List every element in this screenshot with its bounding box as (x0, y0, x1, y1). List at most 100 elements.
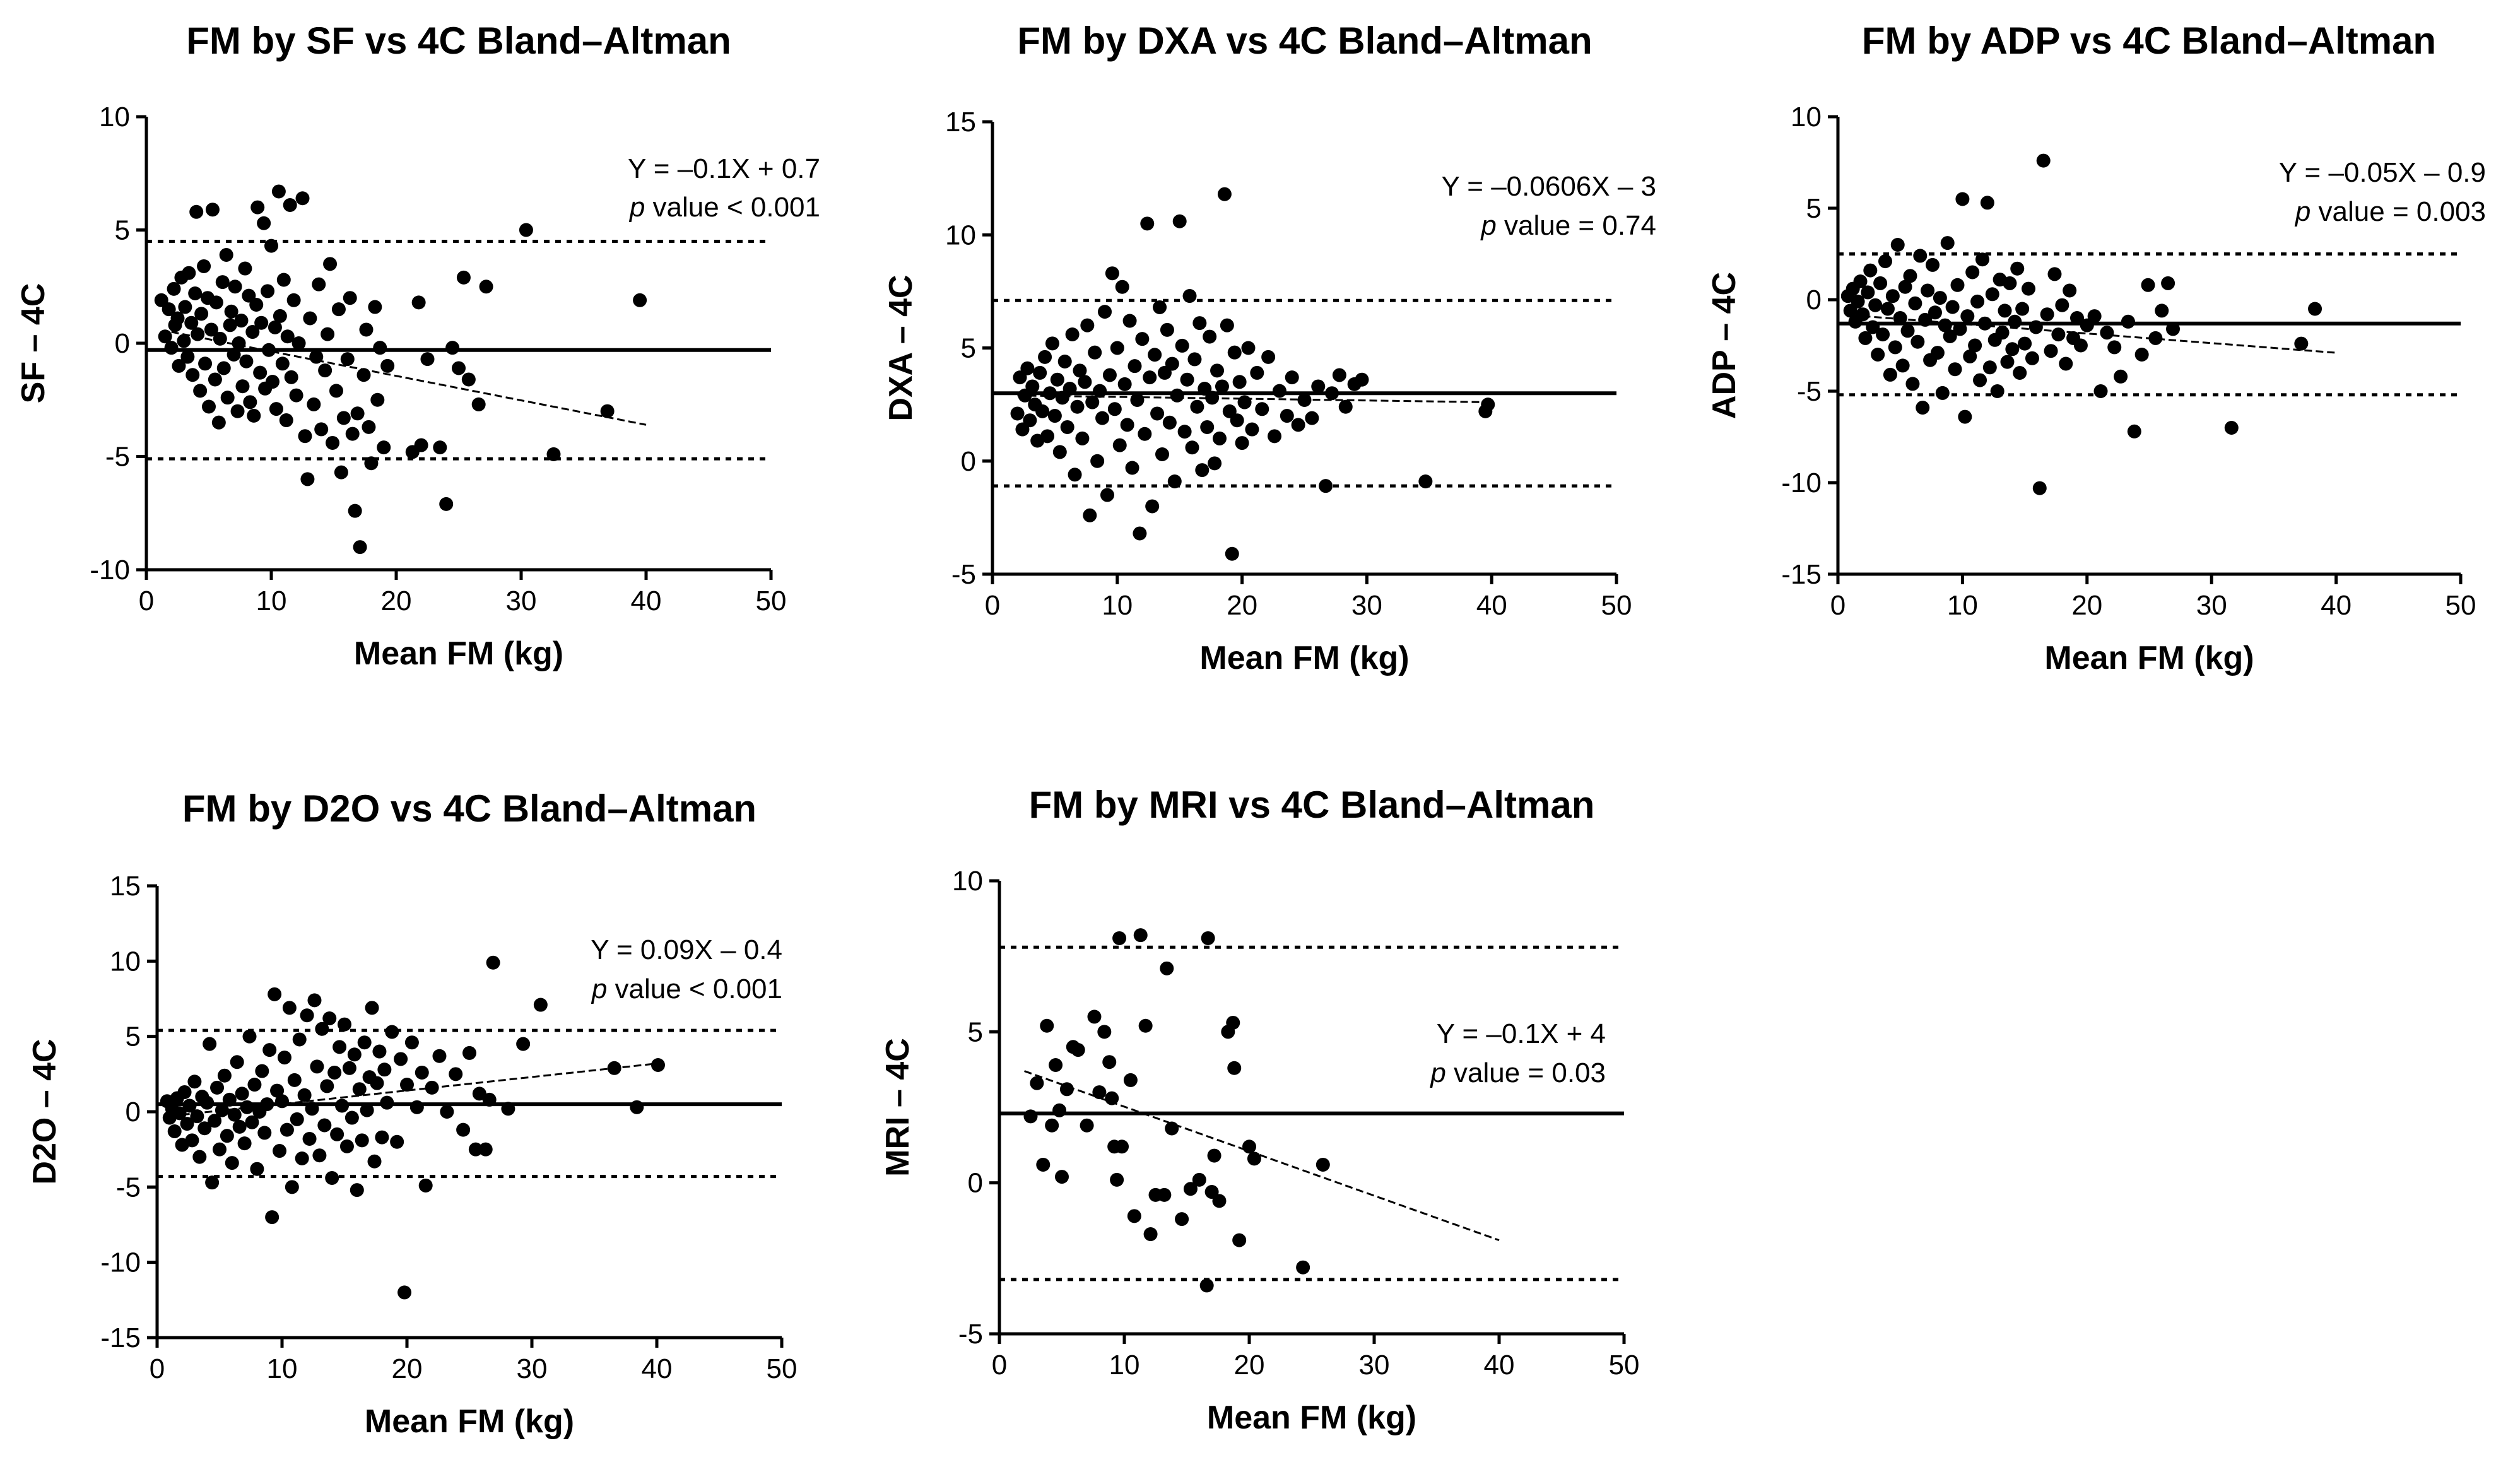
data-point (1075, 431, 1090, 445)
data-point (1172, 214, 1187, 228)
data-point (1199, 1278, 1214, 1293)
y-tick-label: -10 (1781, 468, 1822, 498)
data-point (1010, 406, 1025, 421)
data-point (2010, 261, 2025, 276)
data-point (205, 203, 220, 217)
data-point (323, 257, 338, 271)
y-tick-label: -15 (1781, 559, 1822, 590)
data-point (1157, 1187, 1172, 1202)
data-point (1938, 318, 1952, 333)
data-point (373, 341, 387, 355)
data-point (230, 1055, 244, 1069)
data-point (357, 1035, 372, 1050)
data-point (1227, 1061, 1242, 1075)
data-point (1040, 429, 1055, 444)
data-point (1212, 1194, 1227, 1208)
data-point (353, 540, 367, 555)
data-point (1900, 324, 1915, 338)
data-point (340, 352, 355, 367)
data-point (227, 347, 241, 362)
data-point (1065, 327, 1080, 341)
data-point (479, 280, 493, 294)
data-point (312, 277, 326, 292)
data-point (303, 311, 317, 326)
data-point (1038, 350, 1052, 364)
data-point (1895, 358, 1910, 373)
x-tick-label: 40 (1484, 1350, 1515, 1381)
x-tick-label: 0 (150, 1353, 165, 1384)
data-point (1127, 359, 1142, 374)
x-tick-label: 0 (1830, 590, 1846, 621)
data-point (1052, 1103, 1067, 1117)
data-point (2022, 281, 2036, 296)
data-point (1143, 1227, 1158, 1242)
data-point (290, 1112, 304, 1126)
regression-equation: Y = 0.09X – 0.4 (591, 934, 782, 965)
data-point (1418, 474, 1433, 489)
data-point (456, 1122, 471, 1137)
data-point (220, 391, 235, 405)
data-point (1930, 346, 1945, 360)
data-point (1175, 1212, 1189, 1227)
data-point (242, 1029, 257, 1044)
y-tick-label: -10 (90, 555, 130, 586)
data-point (170, 311, 185, 326)
data-point (1853, 274, 1868, 288)
data-point (1068, 468, 1082, 482)
x-tick-label: 30 (1351, 590, 1382, 621)
data-point (2308, 302, 2322, 316)
data-point (1138, 427, 1152, 441)
data-point (192, 1150, 207, 1164)
regression-equation: Y = –0.1X + 0.7 (628, 153, 820, 184)
data-point (1926, 257, 1940, 272)
data-point (172, 358, 186, 373)
data-point (1088, 345, 1102, 360)
data-point (264, 238, 278, 253)
y-tick-label: 0 (968, 1168, 983, 1199)
data-point (1990, 384, 2004, 398)
data-point (1057, 355, 1072, 369)
data-point (1140, 216, 1155, 231)
data-point (2051, 327, 2066, 342)
data-point (2032, 481, 2047, 495)
data-point (394, 1052, 408, 1066)
data-point (633, 293, 647, 307)
x-tick-label: 30 (517, 1353, 548, 1384)
p-symbol: p (628, 192, 645, 223)
data-point (250, 1162, 264, 1176)
data-point (232, 336, 246, 350)
data-point (216, 361, 231, 375)
data-point (1183, 1182, 1198, 1196)
data-point (1903, 269, 1917, 283)
data-point (1133, 526, 1147, 541)
data-point (1107, 402, 1122, 416)
data-point (372, 1044, 387, 1059)
data-point (359, 322, 374, 337)
y-tick-label: 5 (961, 333, 976, 364)
data-point (377, 1063, 392, 1077)
data-point (265, 1210, 280, 1225)
data-point (255, 1064, 269, 1078)
data-point (1885, 289, 1900, 303)
data-point (1040, 1018, 1054, 1033)
data-point (2055, 298, 2069, 312)
data-point (1291, 418, 1305, 432)
data-point (1245, 422, 1259, 437)
data-point (213, 1142, 227, 1157)
y-axis-label: SF – 4C (15, 283, 52, 404)
data-point (268, 320, 282, 334)
data-point (2166, 322, 2181, 336)
data-point (1237, 395, 1252, 409)
data-point (1145, 499, 1160, 514)
data-point (269, 402, 283, 416)
data-point (348, 504, 362, 518)
data-point (295, 191, 310, 206)
data-point (1167, 474, 1182, 489)
data-point (1112, 438, 1127, 452)
x-tick-label: 20 (392, 1353, 423, 1384)
data-point (228, 280, 242, 294)
data-point (344, 1110, 359, 1125)
